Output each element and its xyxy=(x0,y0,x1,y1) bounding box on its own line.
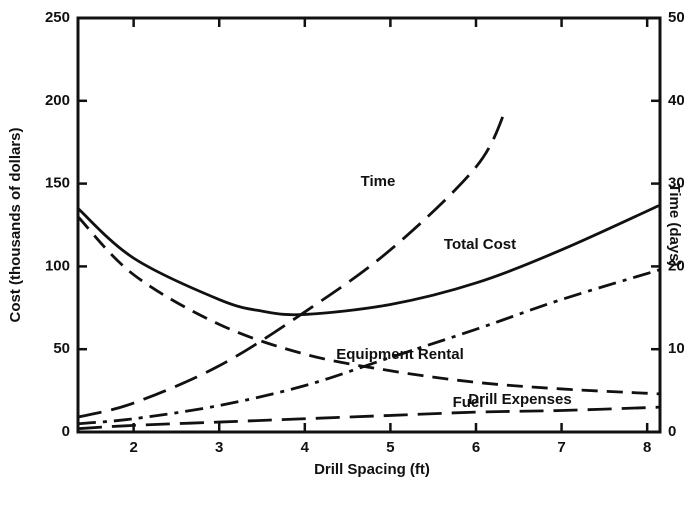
y2-tick-label: 50 xyxy=(668,9,684,26)
series-line xyxy=(76,215,661,396)
series-label: Drill Expenses xyxy=(468,391,571,408)
series-label: Total Cost xyxy=(444,236,516,253)
y-tick-label: 200 xyxy=(45,92,70,109)
series-line xyxy=(77,405,661,431)
y-tick-label: 100 xyxy=(45,257,70,274)
series-line xyxy=(77,203,661,317)
x-axis-label: Drill Spacing (ft) xyxy=(314,461,430,478)
series-label: Equipment Rental xyxy=(336,346,464,363)
series-line xyxy=(77,268,661,426)
y-tick-label: 150 xyxy=(45,175,70,192)
y2-tick-label: 40 xyxy=(668,92,684,109)
x-tick-label: 2 xyxy=(129,439,137,456)
series-label: Time xyxy=(361,173,396,190)
y2-axis-label: Time (days) xyxy=(666,183,683,266)
x-tick-label: 8 xyxy=(643,439,651,456)
x-tick-label: 3 xyxy=(215,439,223,456)
x-tick-label: 4 xyxy=(301,439,310,456)
series-label: Fuel xyxy=(453,394,484,411)
y-axis-label: Cost (thousands of dollars) xyxy=(7,127,24,322)
y2-tick-label: 0 xyxy=(668,423,676,440)
x-tick-label: 5 xyxy=(386,439,394,456)
y2-tick-label: 10 xyxy=(668,340,684,357)
y-tick-label: 50 xyxy=(53,340,70,357)
plot-frame xyxy=(76,16,662,434)
y-tick-label: 0 xyxy=(62,423,70,440)
y-tick-label: 250 xyxy=(45,9,70,26)
y2-tick-label: 30 xyxy=(668,175,684,192)
y2-tick-label: 20 xyxy=(668,257,684,274)
x-tick-label: 7 xyxy=(557,439,565,456)
x-tick-label: 6 xyxy=(472,439,480,456)
series-line xyxy=(77,108,508,419)
